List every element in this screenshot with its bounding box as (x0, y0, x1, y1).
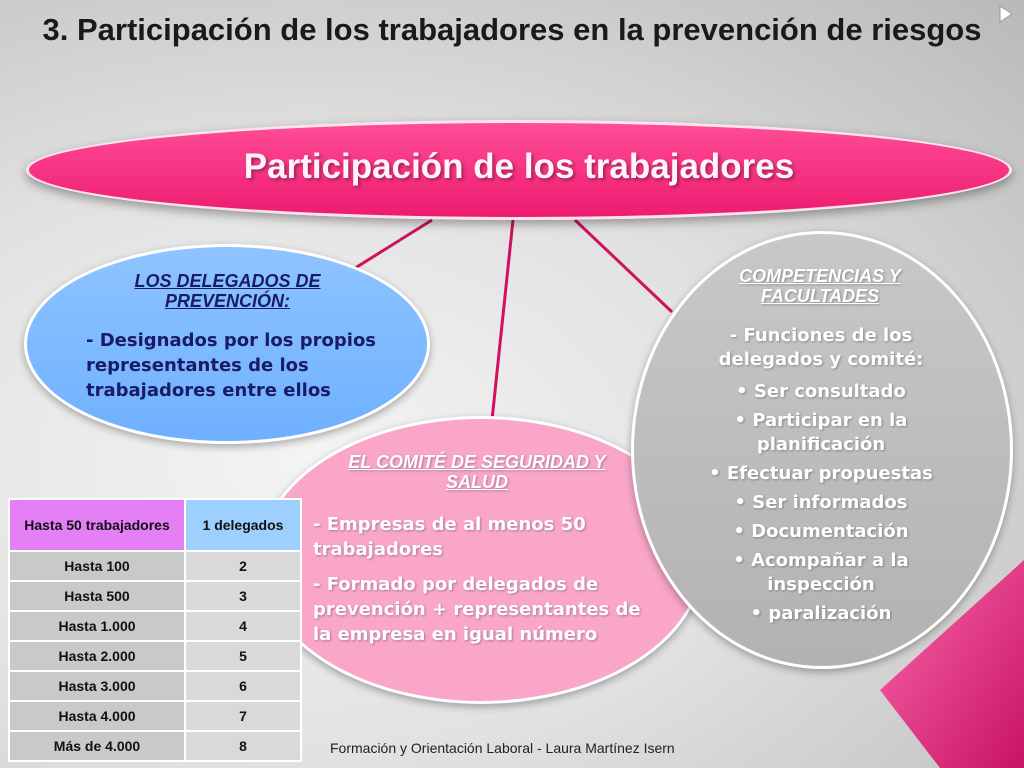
competencias-intro: - Funciones de los delegados y comité: (718, 325, 924, 370)
comite-point: - Empresas de al menos 50 trabajadores (313, 514, 586, 560)
table-cell-value: 4 (184, 610, 302, 642)
table-row: Hasta 500 3 (8, 580, 302, 612)
table-row: Más de 4.000 8 (8, 730, 302, 762)
table-row: Hasta 2.000 5 (8, 640, 302, 672)
table-cell-label: Hasta 2.000 (8, 640, 186, 672)
table-cell-value: 5 (184, 640, 302, 672)
competencia-item: • Documentación (733, 521, 909, 542)
table-cell-value: 2 (184, 550, 302, 582)
comite-point: - Formado por delegados de prevención + … (313, 574, 641, 645)
table-cell-value: 8 (184, 730, 302, 762)
table-cell-label: Hasta 100 (8, 550, 186, 582)
competencias-bubble (631, 231, 1013, 669)
table-cell-value: 1 delegados (184, 498, 302, 552)
table-row: Hasta 100 2 (8, 550, 302, 582)
main-topic-ellipse: Participación de los trabajadores (26, 120, 1012, 220)
competencia-item: • Acompañar a la inspección (733, 550, 909, 595)
table-cell-label: Hasta 1.000 (8, 610, 186, 642)
table-cell-label: Hasta 500 (8, 580, 186, 612)
competencias-list: - Funciones de los delegados y comité: •… (690, 324, 952, 631)
competencia-item: • Participar en la planificación (734, 410, 908, 455)
slide-title: 3. Participación de los trabajadores en … (42, 12, 982, 47)
table-cell-value: 6 (184, 670, 302, 702)
competencia-item: • Ser consultado (736, 381, 906, 402)
table-cell-label: Más de 4.000 (8, 730, 186, 762)
delegados-text: - Designados por los propios representan… (86, 330, 377, 401)
table-cell-label: Hasta 3.000 (8, 670, 186, 702)
competencia-item: • Ser informados (734, 492, 908, 513)
table-row: Hasta 50 trabajadores 1 delegados (8, 498, 302, 552)
delegados-heading: LOS DELEGADOS DE PREVENCIÓN: (134, 271, 321, 311)
delegates-ratio-table: Hasta 50 trabajadores 1 delegados Hasta … (8, 498, 302, 762)
footer-credit: Formación y Orientación Laboral - Laura … (330, 740, 675, 756)
table-row: Hasta 3.000 6 (8, 670, 302, 702)
comite-bubble (258, 416, 704, 704)
table-cell-label: Hasta 50 trabajadores (8, 498, 186, 552)
comite-heading: EL COMITÉ DE SEGURIDAD Y SALUD (348, 452, 606, 492)
main-topic-label: Participación de los trabajadores (243, 147, 795, 186)
table-row: Hasta 4.000 7 (8, 700, 302, 732)
delegados-bubble (24, 244, 430, 444)
competencia-item: • paralización (750, 603, 892, 624)
table-row: Hasta 1.000 4 (8, 610, 302, 642)
competencias-heading: COMPETENCIAS Y FACULTADES (739, 266, 901, 306)
competencia-item: • Efectuar propuestas (709, 463, 933, 484)
table-cell-value: 7 (184, 700, 302, 732)
table-cell-label: Hasta 4.000 (8, 700, 186, 732)
table-cell-value: 3 (184, 580, 302, 612)
comite-text: - Empresas de al menos 50 trabajadores -… (313, 512, 643, 657)
